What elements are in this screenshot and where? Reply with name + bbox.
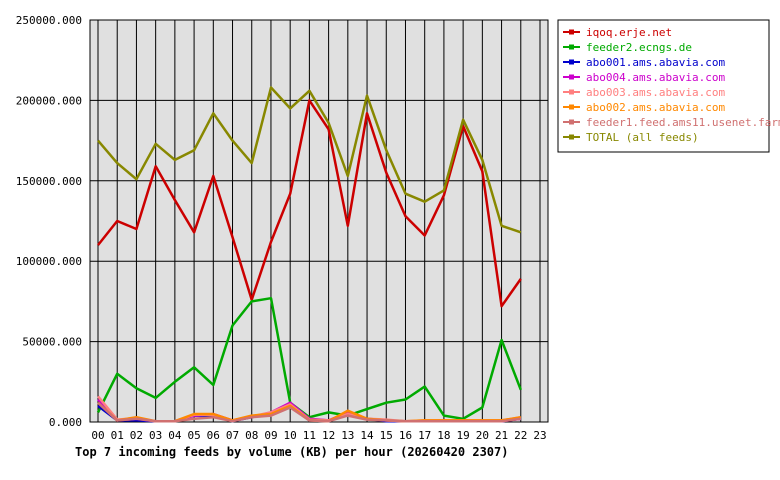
legend: iqoq.erje.net feeder2.ecngs.de abo001.ams.… [557,19,780,153]
x-tick-label: 18 [437,429,450,442]
x-tick-label: 02 [130,429,143,442]
x-tick-label: 12 [322,429,335,442]
tick-labels: 00 01 02 03 04 05 06 07 08 09 10 11 12 13 14 15 16 17 18 19… [16,14,547,442]
legend-marker [569,74,574,80]
x-tick-label: 09 [264,429,277,442]
legend-label: feeder2.ecngs.de [586,41,692,54]
legend-label: iqoq.erje.net [586,26,672,39]
x-tick-label: 01 [111,429,124,442]
x-tick-label: 10 [284,429,297,442]
x-tick-label: 11 [303,429,316,442]
y-tick-label: 50000.000 [22,336,82,349]
legend-marker [569,89,574,95]
series-line-6 [97,401,521,423]
legend-label: abo002.ams.abavia.com [586,101,725,114]
series-lines [96,86,522,423]
legend-marker [569,44,574,50]
x-tick-label: 22 [514,429,527,442]
x-tick-label: 13 [341,429,354,442]
plot-area [90,20,548,422]
x-tick-label: 19 [457,429,470,442]
legend-marker [569,59,574,65]
x-tick-label: 07 [226,429,239,442]
x-tick-label: 20 [476,429,489,442]
x-tick-label: 03 [149,429,162,442]
x-tick-label: 14 [360,429,374,442]
legend-label: feeder1.feed.ams11.usenet.farm [586,116,780,129]
x-tick-label: 16 [399,429,412,442]
y-tick-label: 0.000 [49,416,82,429]
legend-label: abo003.ams.abavia.com [586,86,725,99]
x-tick-label: 00 [91,429,104,442]
x-tick-label: 06 [207,429,220,442]
x-tick-label: 08 [245,429,258,442]
y-tick-label: 200000.000 [16,94,82,107]
x-tick-label: 15 [380,429,393,442]
x-tick-label: 05 [187,429,200,442]
legend-label: TOTAL (all feeds) [586,131,699,144]
legend-label: abo004.ams.abavia.com [586,71,725,84]
x-tick-label: 23 [533,429,546,442]
legend-box [557,19,770,153]
y-tick-label: 150000.000 [16,175,82,188]
series-line-0 [97,99,522,308]
legend-marker [569,29,574,35]
x-tick-label: 04 [168,429,182,442]
y-tick-label: 250000.000 [16,14,82,27]
chart-title: Top 7 incoming feeds by volume (KB) per … [75,445,508,459]
series-line-7 [97,86,522,234]
x-tick-label: 21 [495,429,508,442]
legend-marker [569,119,574,125]
x-tick-label: 17 [418,429,431,442]
legend-marker [569,104,574,110]
legend-label: abo001.ams.abavia.com [586,56,725,69]
legend-marker [569,134,574,140]
y-tick-label: 100000.000 [16,255,82,268]
